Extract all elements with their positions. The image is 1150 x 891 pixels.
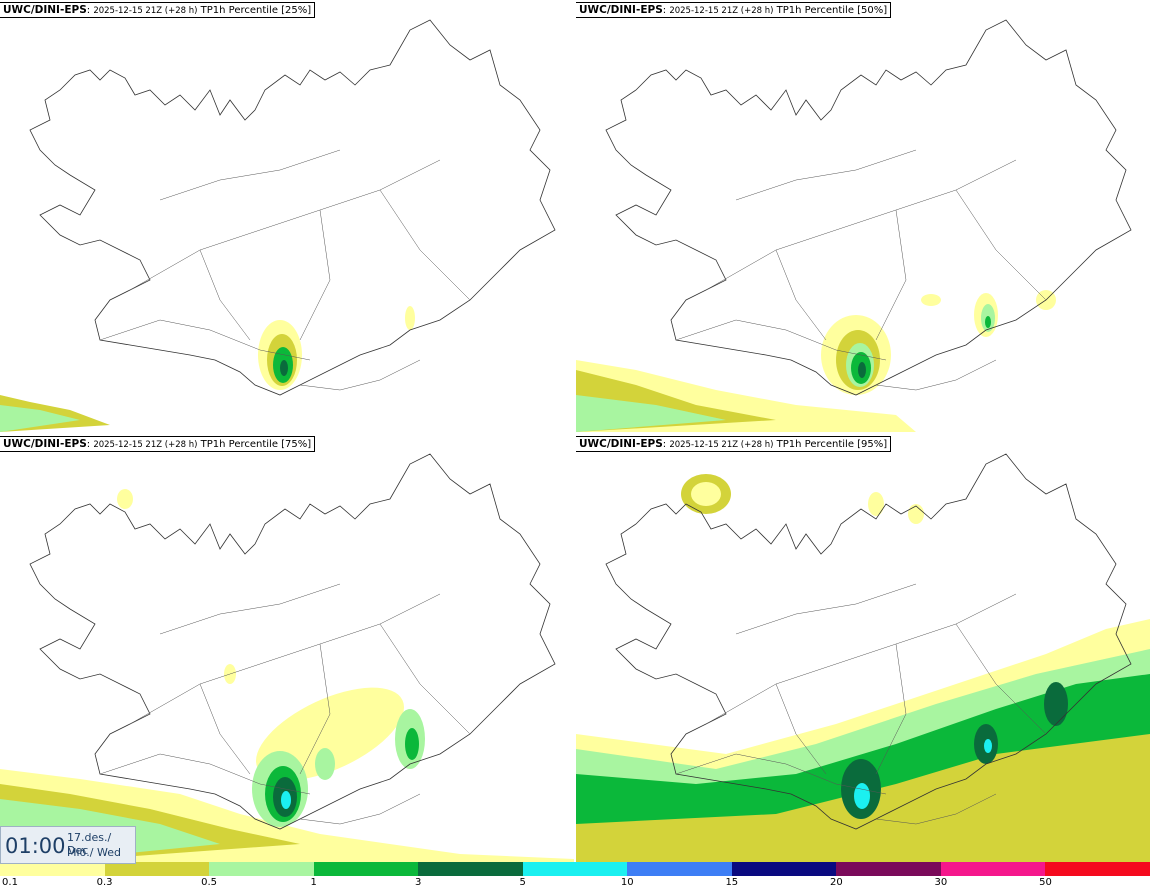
colorbar-swatch [209, 862, 314, 876]
precip-contour [854, 783, 870, 809]
colorbar-swatch [104, 862, 210, 876]
iceland-coastline [29, 19, 556, 396]
panel-title: UWC/DINI-EPS: 2025-12-15 21Z (+28 h) TP1… [576, 2, 892, 18]
colorbar-label: 15 [725, 877, 739, 888]
valid-time-box: 01:00 17.des./ Dec Mið./ Wed [0, 826, 136, 864]
precip-contour [315, 748, 335, 780]
iceland-coastline [605, 453, 1132, 830]
colorbar-label: 3 [414, 877, 422, 888]
precip-map [576, 19, 1132, 432]
precip-contour [985, 316, 991, 328]
precip-band [0, 405, 80, 432]
colorbar-swatch [627, 862, 732, 876]
iceland-coastline [605, 19, 1132, 396]
iceland-coastline [29, 453, 556, 830]
valid-date: 17.des./ Dec [67, 831, 112, 857]
precip-contour [858, 362, 866, 378]
colorbar-swatch [940, 862, 1046, 876]
precip-map [576, 453, 1150, 866]
colorbar-swatch [836, 862, 941, 876]
colorbar-label: 1 [310, 877, 317, 888]
valid-time: 01:00 [5, 834, 66, 858]
precip-band [576, 395, 726, 432]
precip-map [0, 19, 556, 432]
colorbar-swatch [0, 862, 105, 876]
colorbar-swatch [313, 862, 419, 876]
colorbar-label: 0.3 [96, 877, 113, 888]
colorbar-label: 10 [620, 877, 634, 888]
valid-weekday: Mið./ Wed [67, 846, 121, 859]
colorbar-labels: 0.1 0.3 0.5 1 3 5 10 15 20 30 50 [0, 876, 1150, 891]
precip-contour [868, 492, 884, 516]
colorbar-label: 30 [934, 877, 948, 888]
precip-contour [1044, 682, 1068, 726]
precip-contour [281, 791, 291, 809]
colorbar-label: 0.5 [201, 877, 218, 888]
colorbar-swatch [418, 862, 523, 876]
precip-contour [984, 739, 992, 753]
precip-contour [117, 489, 133, 509]
precip-contour [908, 504, 924, 524]
colorbar-label: 20 [829, 877, 843, 888]
panel-title: UWC/DINI-EPS: 2025-12-15 21Z (+28 h) TP1… [0, 2, 316, 18]
map-panel-p50: UWC/DINI-EPS: 2025-12-15 21Z (+28 h) TP1… [576, 0, 1150, 432]
colorbar-label: 50 [1039, 877, 1052, 888]
colorbar-swatch [522, 862, 628, 876]
precip-contour [405, 728, 419, 760]
panel-title: UWC/DINI-EPS: 2025-12-15 21Z (+28 h) TP1… [0, 436, 316, 452]
colorbar-swatch [1045, 862, 1150, 876]
precip-map [0, 453, 574, 866]
precip-contour [691, 482, 721, 506]
map-panel-p95: UWC/DINI-EPS: 2025-12-15 21Z (+28 h) TP1… [576, 434, 1150, 866]
precip-contour [405, 306, 415, 330]
colorbar-label: 5 [519, 877, 526, 888]
precip-contour [280, 360, 288, 376]
panel-title: UWC/DINI-EPS: 2025-12-15 21Z (+28 h) TP1… [576, 436, 892, 452]
map-panel-p25: UWC/DINI-EPS: 2025-12-15 21Z (+28 h) TP1… [0, 0, 574, 432]
precip-colorbar [0, 862, 1150, 876]
map-panel-p75: UWC/DINI-EPS: 2025-12-15 21Z (+28 h) TP1… [0, 434, 574, 866]
precip-contour [921, 294, 941, 306]
colorbar-label: 0.1 [2, 877, 18, 888]
colorbar-swatch [731, 862, 837, 876]
